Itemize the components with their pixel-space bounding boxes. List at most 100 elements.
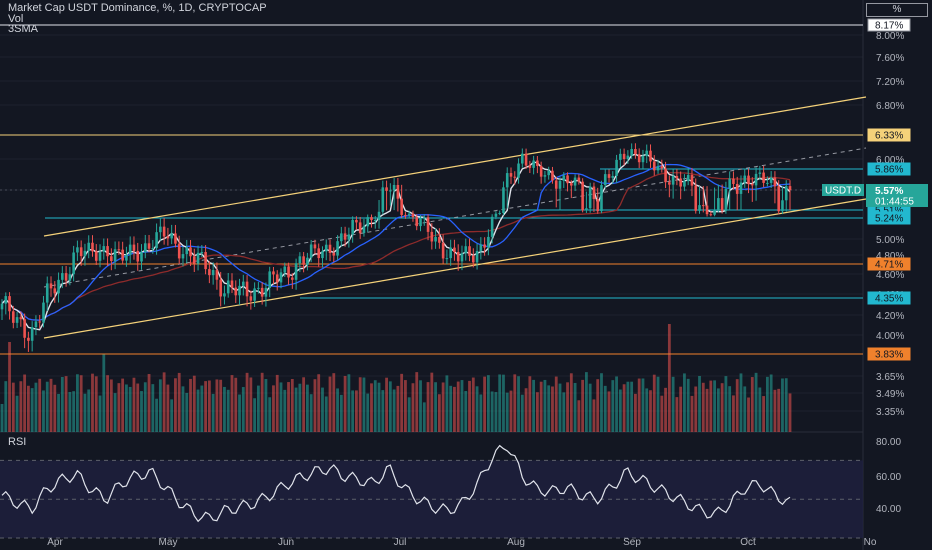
volume-bar <box>147 374 151 432</box>
volume-bar <box>79 375 83 432</box>
volume-bar <box>143 382 147 432</box>
volume-bar <box>713 380 716 432</box>
volume-bar <box>196 389 200 432</box>
volume-bar <box>656 376 660 432</box>
candle-body <box>686 175 690 182</box>
candle-body <box>19 317 23 320</box>
candle-body <box>170 233 173 239</box>
candle-body <box>679 178 682 187</box>
candle-body <box>611 175 615 178</box>
time-label: Sep <box>623 537 641 548</box>
volume-bar <box>313 379 317 432</box>
candle-body <box>313 244 317 249</box>
candle-body <box>743 175 747 183</box>
volume-bar <box>8 342 11 432</box>
volume-bar <box>460 380 464 432</box>
candle-body <box>596 199 600 212</box>
candle-body <box>208 269 211 276</box>
volume-bar <box>91 373 94 432</box>
volume-bar <box>551 386 554 432</box>
candle-body <box>494 213 498 217</box>
volume-bar <box>505 392 509 432</box>
volume-bar <box>140 391 143 432</box>
candle-body <box>57 279 60 294</box>
volume-bar <box>456 381 460 432</box>
candle-body <box>671 176 675 185</box>
time-label: Jul <box>394 537 407 548</box>
volume-bar <box>155 398 158 432</box>
volume-bar <box>660 395 664 432</box>
candle-body <box>554 180 558 189</box>
price-tick: 3.49% <box>876 389 904 400</box>
volume-bar <box>211 393 215 432</box>
candle-body <box>117 249 121 251</box>
rsi-legend: RSI <box>8 436 27 448</box>
symbol-tag-text: USDT.D <box>825 186 861 197</box>
price-tick: 6.80% <box>876 101 904 112</box>
volume-bar <box>264 379 268 432</box>
price-tick: 7.60% <box>876 53 904 64</box>
candle-body <box>524 153 528 166</box>
price-tags: 8.17% 6.33% 5.86% 5.51%5.24% 4.71% 4.35% 3.83%… <box>822 18 928 361</box>
candle-body <box>781 200 784 212</box>
volume-bar <box>260 372 264 432</box>
candle-body <box>449 247 452 259</box>
candle-body <box>370 217 373 221</box>
volume-bar <box>739 373 743 432</box>
volume-bar <box>483 376 487 432</box>
candle-body <box>294 263 298 280</box>
candle-body <box>128 244 132 255</box>
volume-bar <box>339 394 343 432</box>
percent-scale-button[interactable]: % <box>866 3 928 17</box>
volume-bar <box>554 376 558 432</box>
candle-body <box>192 256 196 264</box>
volume-bar <box>309 394 313 432</box>
candle-body <box>268 271 271 288</box>
candle-body <box>204 252 207 270</box>
chart-title: Market Cap USDT Dominance, %, 1D, CRYPTO… <box>8 2 267 14</box>
volume-bar <box>189 378 192 432</box>
candle-body <box>61 273 64 280</box>
volume-bar <box>287 382 290 432</box>
time-label: Jun <box>278 537 294 548</box>
volume-bar <box>343 375 347 432</box>
volume-bar <box>328 376 332 432</box>
candle-body <box>245 281 249 297</box>
candle-body <box>441 242 445 259</box>
price-tag-bg <box>867 347 911 361</box>
volume-bar <box>683 373 686 432</box>
volume-bar <box>366 393 370 432</box>
candle-body <box>181 254 185 259</box>
volume-bar <box>279 382 283 432</box>
volume-bar <box>762 396 766 432</box>
time-axis[interactable]: Apr May Jun Jul Aug Sep Oct No <box>47 537 877 548</box>
candle-body <box>750 184 754 186</box>
volume-bar <box>600 373 603 432</box>
volume-bar <box>592 399 596 432</box>
candle-body <box>517 163 520 178</box>
time-label: Oct <box>740 537 756 548</box>
candle-body <box>773 177 777 187</box>
candle-body <box>151 247 155 249</box>
candle-body <box>196 252 200 264</box>
volume-bar <box>49 378 53 432</box>
trend-channel <box>43 96 867 339</box>
volume-bar <box>166 384 170 432</box>
candle-body <box>705 205 709 215</box>
sma-mid <box>1 163 791 321</box>
volume-bar <box>226 389 230 432</box>
price-tag-bg <box>867 211 911 225</box>
candle-body <box>230 280 234 288</box>
price-tag-bg <box>867 291 911 305</box>
price-tick: 3.35% <box>876 407 904 418</box>
volume-bar <box>283 389 287 432</box>
volume-bar <box>445 375 449 432</box>
volume-bar <box>72 391 76 432</box>
rsi-panel: 80.00 60.00 40.00 <box>0 437 901 539</box>
volume-bar <box>268 397 272 432</box>
price-tag-text: 5.24% <box>875 214 903 225</box>
volume-bar <box>622 384 626 432</box>
candle-body <box>260 287 264 297</box>
candle-body <box>64 273 68 281</box>
